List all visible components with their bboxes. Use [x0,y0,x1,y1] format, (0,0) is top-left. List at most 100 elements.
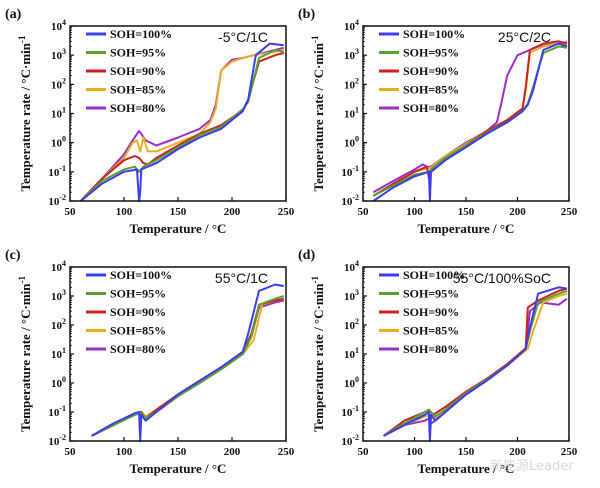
legend-entry: SOH=95% [403,287,459,301]
series-line [80,42,284,202]
y-tick-label: 10-2 [341,433,359,448]
legend: SOH=100% SOH=95% SOH=90% SOH=85% SOH=80% [86,268,172,356]
series-lines [80,42,285,202]
legend-entry: SOH=90% [403,64,459,78]
x-axis-label: Temperature / °C [130,461,227,476]
legend-entry: SOH=85% [403,83,459,97]
legend-entry: SOH=80% [403,101,459,115]
panel-label: (c) [5,248,21,263]
legend-entry: SOH=95% [403,46,459,60]
y-tick-label: 101 [344,106,359,121]
x-tick-label: 50 [358,206,370,218]
series-line [383,289,568,437]
y-axis-label: Temperature rate / °C·min-1 [17,275,33,432]
legend-entry: SOH=95% [110,46,166,60]
legend-entry: SOH=100% [110,27,172,41]
y-tick-label: 10-1 [48,404,66,419]
y-tick-label: 10-2 [341,193,359,208]
series-line [80,49,285,202]
x-tick-label: 200 [509,206,526,218]
y-tick-label: 100 [51,135,66,150]
series-line [91,295,285,437]
y-tick-label: 103 [344,47,359,62]
watermark: 新能源Leader [490,458,574,474]
x-tick-label: 100 [116,206,133,218]
x-axis-label: Temperature / °C [130,221,227,236]
legend-entry: SOH=90% [110,305,166,319]
legend-entry: SOH=100% [403,268,465,282]
series-line [80,49,285,202]
panel-1: 50 100 150 200 250 10-2 10-1 100 101 102 103 104 Tem… [298,7,578,236]
legend: SOH=100% SOH=95% SOH=90% SOH=85% SOH=80% [379,268,465,356]
panel-label: (a) [5,7,22,22]
y-tick-label: 104 [51,259,66,274]
panel-3: 50 100 150 200 250 10-2 10-1 100 101 102 103 104 Tem… [298,248,578,476]
x-tick-label: 200 [509,446,526,458]
x-tick-label: 150 [458,206,475,218]
x-tick-label: 250 [561,446,578,458]
y-tick-label: 102 [344,317,359,332]
y-tick-label: 103 [51,47,66,62]
legend-entry: SOH=90% [403,305,459,319]
condition-label: 55°C/100%SoC [453,270,551,286]
y-tick-label: 101 [51,106,66,121]
x-tick-label: 100 [406,446,423,458]
y-tick-label: 10-2 [48,193,66,208]
y-tick-label: 101 [51,346,66,361]
y-tick-label: 102 [344,76,359,91]
series-lines [372,40,568,202]
y-tick-label: 102 [51,76,66,91]
y-tick-label: 104 [344,259,359,274]
series-line [383,297,568,437]
panel-0: 50 100 150 200 250 10-2 10-1 100 101 102 103 104 Tem… [5,7,295,236]
x-tick-label: 150 [170,446,187,458]
series-line [383,286,568,442]
x-axis-label: Temperature / °C [418,221,515,236]
x-tick-label: 250 [561,206,578,218]
y-tick-label: 104 [344,18,359,33]
x-tick-label: 250 [278,206,295,218]
legend-entry: SOH=80% [403,342,459,356]
x-tick-label: 200 [224,446,241,458]
x-tick-label: 50 [65,206,77,218]
condition-label: -5°C/1C [218,29,268,45]
series-line [372,42,568,202]
y-tick-label: 104 [51,18,66,33]
legend-entry: SOH=85% [110,83,166,97]
legend: SOH=100% SOH=95% SOH=90% SOH=85% SOH=80% [86,27,172,115]
series-lines [91,283,285,442]
condition-label: 55°C/1C [215,270,268,286]
x-tick-label: 50 [358,446,370,458]
y-tick-label: 103 [344,288,359,303]
series-lines [383,286,568,442]
x-axis-label: Temperature / °C [418,461,515,476]
legend-entry: SOH=95% [110,287,166,301]
legend: SOH=100% SOH=95% SOH=90% SOH=85% SOH=80% [379,27,465,115]
y-axis-label: Temperature rate / °C·min-1 [17,35,33,192]
x-tick-label: 150 [170,206,187,218]
y-tick-label: 103 [51,288,66,303]
panel-label: (d) [298,248,315,263]
y-axis-label: Temperature rate / °C·min-1 [310,275,326,432]
panel-2: 50 100 150 200 250 10-2 10-1 100 101 102 103 104 Tem… [5,248,295,476]
y-tick-label: 10-1 [341,164,359,179]
y-tick-label: 100 [344,375,359,390]
y-axis-label: Temperature rate / °C·min-1 [310,35,326,192]
x-tick-label: 250 [278,446,295,458]
x-tick-label: 50 [65,446,77,458]
legend-entry: SOH=80% [110,342,166,356]
legend-entry: SOH=100% [110,268,172,282]
series-line [91,283,284,442]
x-tick-label: 100 [116,446,133,458]
y-tick-label: 10-1 [48,164,66,179]
panel-label: (b) [298,7,315,22]
legend-entry: SOH=85% [110,324,166,338]
legend-entry: SOH=90% [110,64,166,78]
x-tick-label: 200 [224,206,241,218]
legend-entry: SOH=100% [403,27,465,41]
x-tick-label: 100 [406,206,423,218]
y-tick-label: 100 [344,135,359,150]
y-tick-label: 10-1 [341,404,359,419]
y-tick-label: 101 [344,346,359,361]
